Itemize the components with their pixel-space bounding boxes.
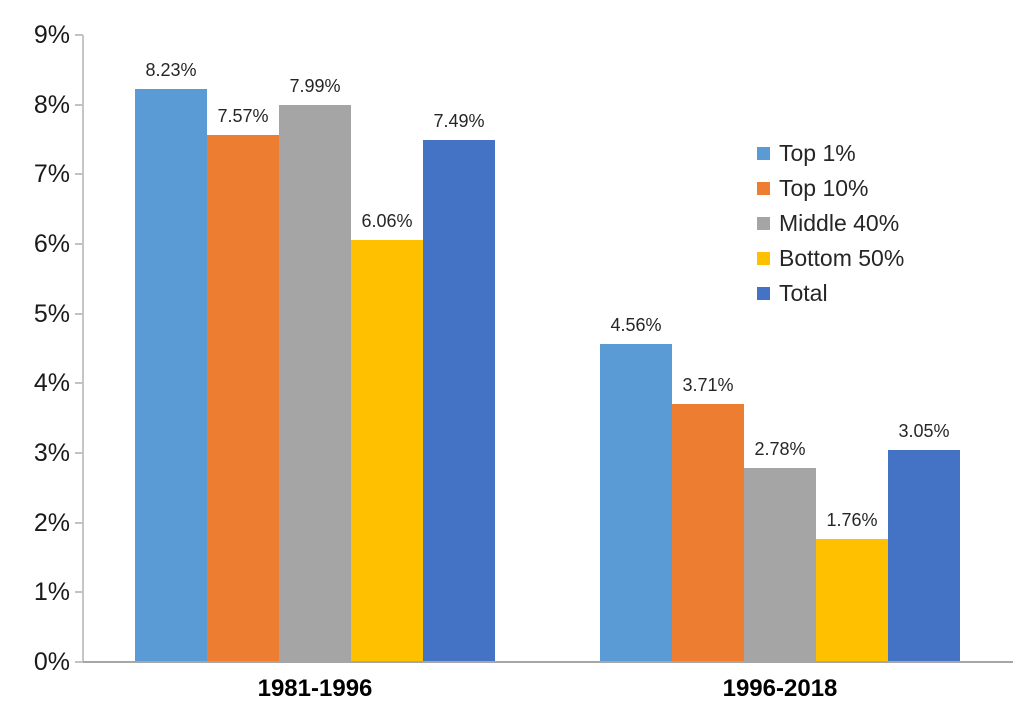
bar-value-label-middle-40-1996-2018: 2.78% <box>754 439 806 460</box>
y-axis-tick-label: 6% <box>33 230 70 258</box>
bar-top-10-1996-2018 <box>672 403 744 662</box>
legend-item-top-1: Top 1% <box>757 141 904 165</box>
y-axis-tick <box>75 521 83 524</box>
category-label-1996-2018: 1996-2018 <box>722 675 838 702</box>
bar-value-label-top-1-1996-2018: 4.56% <box>610 315 662 336</box>
y-axis-tick-label: 5% <box>33 299 70 328</box>
y-axis-tick-label: 4% <box>33 369 70 398</box>
y-axis-tick-label: 0% <box>33 648 70 676</box>
legend-label-middle-40: Middle 40% <box>779 210 900 236</box>
legend-swatch-icon-bottom-50 <box>757 251 770 265</box>
y-axis-tick-label: 9% <box>33 21 70 49</box>
bar-value-label-total-1981-1996: 7.49% <box>433 111 485 132</box>
bar-total-1996-2018 <box>888 449 960 662</box>
legend-label-bottom-50: Bottom 50% <box>779 245 905 271</box>
y-axis-tick-label: 3% <box>33 439 70 467</box>
bar-value-label-bottom-50-1981-1996: 6.06% <box>361 210 413 231</box>
y-axis-tick <box>75 591 83 594</box>
y-axis-tick-label: 8% <box>33 90 70 119</box>
bar-total-1981-1996 <box>423 140 495 662</box>
legend-label-total: Total <box>779 280 828 306</box>
bar-top-1-1981-1996 <box>135 88 207 662</box>
legend-swatch-icon-top-1 <box>757 146 770 160</box>
y-axis-tick <box>75 661 83 663</box>
y-axis-tick <box>75 34 83 36</box>
legend-label-top-1: Top 1% <box>779 140 856 166</box>
y-axis-tick-label: 7% <box>33 160 70 189</box>
y-axis-tick <box>75 452 83 454</box>
bar-value-label-top-10-1996-2018: 3.71% <box>682 374 734 395</box>
y-axis-tick <box>75 173 83 176</box>
y-axis-tick-label: 1% <box>33 578 70 607</box>
legend-swatch-icon-middle-40 <box>757 216 770 230</box>
bar-value-label-top-10-1981-1996: 7.57% <box>217 105 269 126</box>
bar-value-label-middle-40-1981-1996: 7.99% <box>289 76 341 97</box>
category-label-1981-1996: 1981-1996 <box>257 675 373 702</box>
legend-item-top-10: Top 10% <box>757 176 904 200</box>
legend-item-total: Total <box>757 281 904 305</box>
bar-top-10-1981-1996 <box>207 134 279 662</box>
y-axis-tick <box>75 312 83 315</box>
y-axis-tick <box>75 243 83 245</box>
legend-item-bottom-50: Bottom 50% <box>757 246 904 270</box>
bar-value-label-top-1-1981-1996: 8.23% <box>145 59 197 80</box>
bar-bottom-50-1981-1996 <box>351 239 423 662</box>
y-axis-tick <box>75 103 83 106</box>
bar-bottom-50-1996-2018 <box>816 539 888 662</box>
bar-top-1-1996-2018 <box>600 344 672 662</box>
legend-label-top-10: Top 10% <box>779 175 869 201</box>
legend-swatch-icon-top-10 <box>757 181 770 195</box>
legend-swatch-icon-total <box>757 286 770 300</box>
bar-middle-40-1996-2018 <box>744 468 816 662</box>
legend-item-middle-40: Middle 40% <box>757 211 904 235</box>
y-axis-line <box>82 35 84 662</box>
y-axis-tick-label: 2% <box>33 508 70 537</box>
legend: Top 1% Top 10% Middle 40% Bottom 50% Total <box>757 141 904 305</box>
y-axis-tick <box>75 382 83 385</box>
bar-value-label-total-1996-2018: 3.05% <box>898 420 950 441</box>
bar-middle-40-1981-1996 <box>279 105 351 662</box>
bar-value-label-bottom-50-1996-2018: 1.76% <box>826 510 878 531</box>
x-axis-line <box>83 661 1013 663</box>
